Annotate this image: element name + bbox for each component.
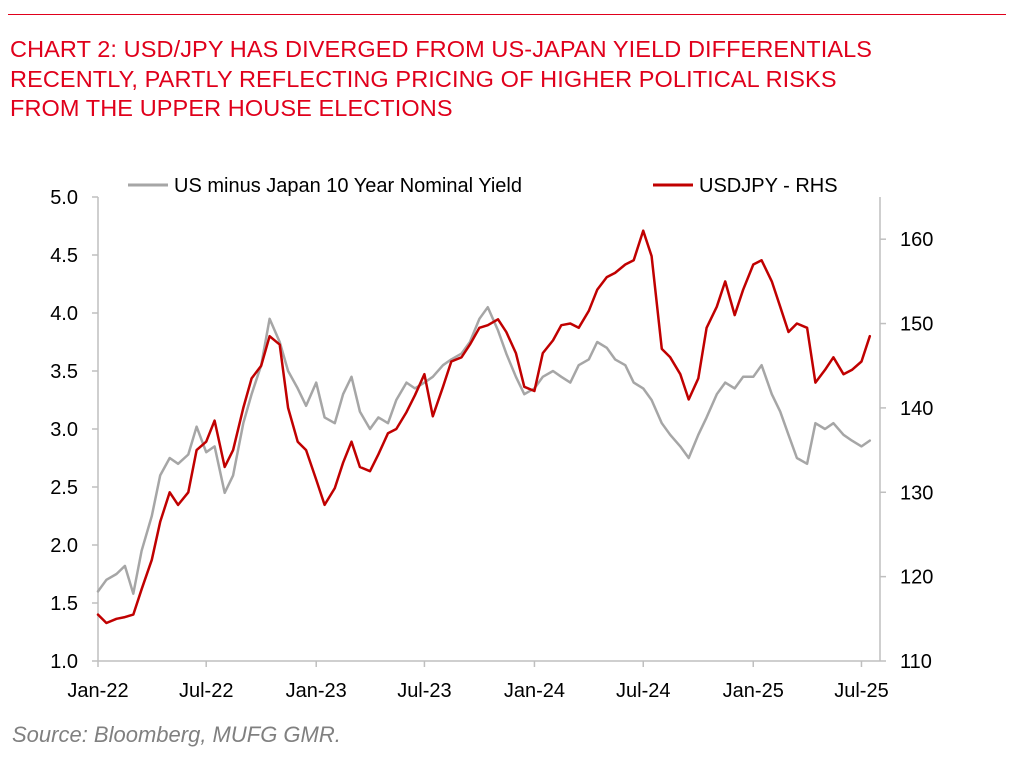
left-y-tick-label: 2.5 [50,477,78,499]
x-tick-label: Jan-24 [504,680,565,702]
dual-axis-line-chart: US minus Japan 10 Year Nominal Yield USD… [50,175,933,702]
left-y-tick-label: 3.5 [50,361,78,383]
right-y-tick-label: 140 [900,398,933,420]
legend: US minus Japan 10 Year Nominal Yield USD… [128,175,838,197]
chart-title-line: RECENTLY, PARTLY REFLECTING PRICING OF H… [10,65,837,92]
legend-label-yield: US minus Japan 10 Year Nominal Yield [174,175,522,197]
x-tick-label: Jul-23 [397,680,451,702]
right-y-tick-label: 130 [900,482,933,504]
chart-title: CHART 2: USD/JPY HAS DIVERGED FROM US-JA… [10,35,1010,124]
source-note: Source: Bloomberg, MUFG GMR. [12,722,341,747]
x-tick-label: Jul-24 [616,680,670,702]
left-y-tick-label: 5.0 [50,187,78,209]
right-y-tick-label: 120 [900,567,933,589]
legend-label-usdjpy: USDJPY - RHS [699,175,838,197]
left-y-tick-label: 3.0 [50,419,78,441]
x-tick-label: Jan-23 [286,680,347,702]
usdjpy-line [96,229,872,625]
left-y-tick-label: 2.0 [50,535,78,557]
x-tick-label: Jul-22 [179,680,233,702]
right-y-tick-label: 150 [900,314,933,336]
series-lines [96,229,872,625]
x-tick-label: Jan-25 [723,680,784,702]
left-y-tick-label: 4.0 [50,303,78,325]
right-y-tick-label: 110 [900,651,932,673]
x-tick-label: Jul-25 [834,680,888,702]
chart-title-line: CHART 2: USD/JPY HAS DIVERGED FROM US-JA… [10,36,873,62]
yield-line [96,305,872,595]
x-tick-label: Jan-22 [67,680,128,702]
chart-title-line: FROM THE UPPER HOUSE ELECTIONS [10,95,453,121]
left-y-tick-label: 1.5 [50,593,78,615]
axes: 1.0 1.5 2.0 2.5 3.0 3.5 4.0 4.5 5.0 110 120 130 140 1… [50,187,933,702]
top-rule [8,14,1006,15]
right-y-tick-label: 160 [900,229,933,251]
left-y-tick-label: 1.0 [50,651,78,673]
left-y-tick-label: 4.5 [50,245,78,267]
